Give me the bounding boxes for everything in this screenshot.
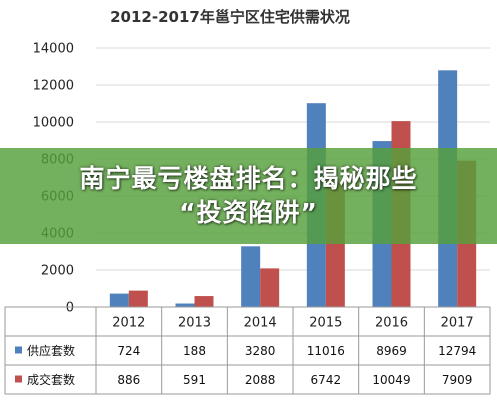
data-label: 7909 — [442, 373, 473, 387]
data-label: 591 — [183, 373, 206, 387]
series-name: 成交套数 — [27, 372, 75, 387]
category-label: 2013 — [178, 316, 211, 331]
legend-swatch — [15, 346, 22, 354]
data-label: 6742 — [311, 373, 342, 387]
data-label: 3280 — [245, 344, 276, 358]
data-label: 886 — [117, 373, 140, 387]
bar-supply-2013 — [175, 303, 195, 307]
y-tick-label: 2000 — [41, 264, 74, 279]
bar-sales-2013 — [194, 296, 214, 307]
legend-swatch — [15, 375, 22, 383]
data-label: 8969 — [376, 344, 407, 358]
y-tick-label: 10000 — [33, 116, 74, 131]
category-label: 2014 — [244, 316, 277, 331]
headline-banner: 南宁最亏楼盘排名：揭秘那些 “投资陷阱” — [0, 148, 497, 244]
data-label: 10049 — [372, 373, 410, 387]
category-label: 2016 — [375, 316, 408, 331]
y-tick-label: 0 — [66, 301, 74, 316]
data-label: 12794 — [438, 344, 476, 358]
data-table: 2012 2013 2014 2015 2016 2017 供应套数 724 188 3280 11… — [4, 306, 491, 395]
data-label: 2088 — [245, 373, 276, 387]
data-label: 724 — [117, 344, 140, 358]
bar-sales-2012 — [128, 290, 148, 307]
headline-line-2: “投资陷阱” — [179, 198, 318, 227]
bar-supply-2012 — [109, 293, 129, 307]
category-label: 2012 — [112, 316, 145, 331]
data-label: 188 — [183, 344, 206, 358]
y-tick-label: 12000 — [33, 79, 74, 94]
category-label: 2015 — [309, 316, 342, 331]
series-name: 供应套数 — [27, 343, 75, 358]
chart-title: 2012-2017年邕宁区住宅供需状况 — [110, 8, 350, 26]
category-label: 2017 — [441, 316, 474, 331]
headline-line-1: 南宁最亏楼盘排名：揭秘那些 — [79, 164, 418, 193]
bar-supply-2014 — [241, 246, 261, 307]
y-tick-label: 14000 — [33, 42, 74, 57]
data-label: 11016 — [307, 344, 345, 358]
bar-sales-2014 — [260, 268, 280, 307]
